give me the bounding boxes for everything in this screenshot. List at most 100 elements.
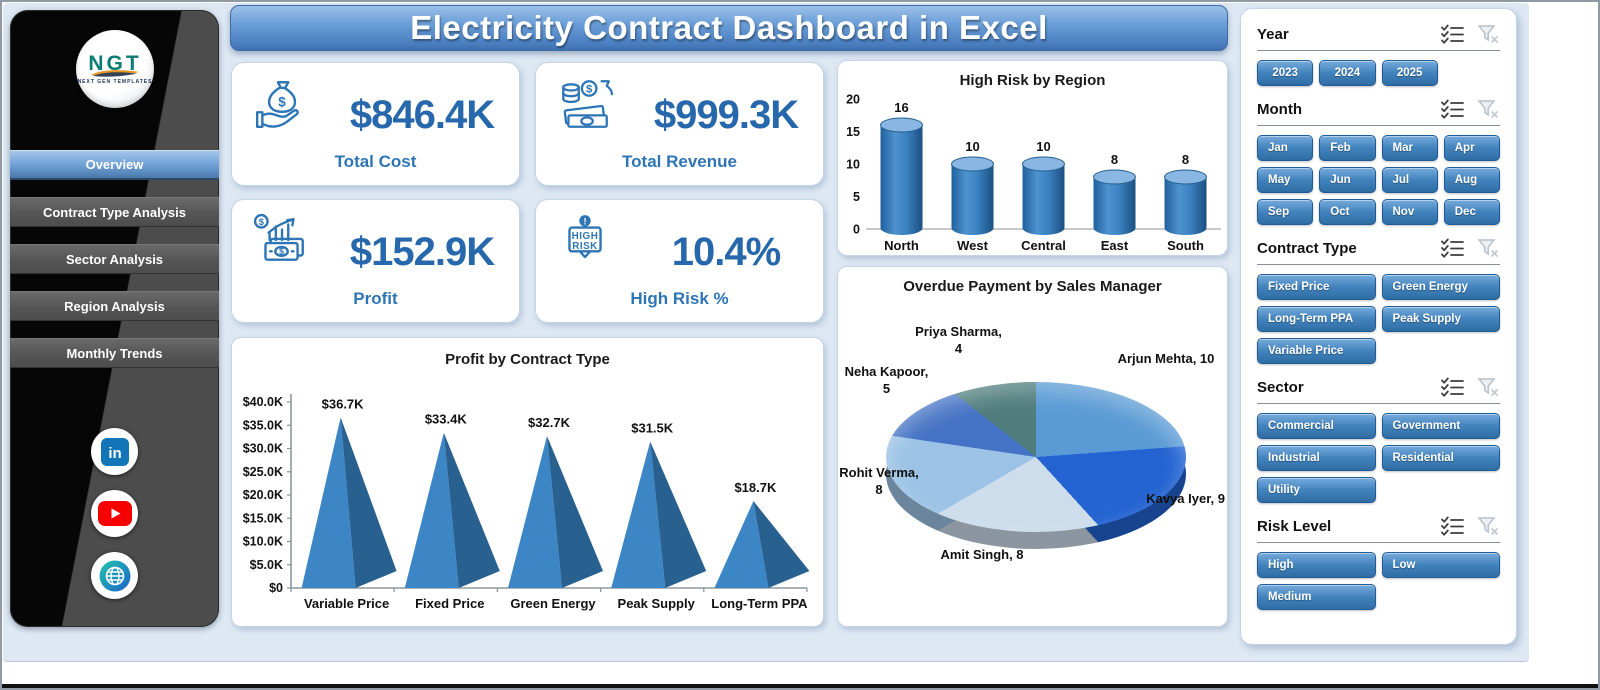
svg-text:$25.0K: $25.0K (243, 465, 283, 479)
multi-select-icon[interactable] (1441, 24, 1465, 44)
overdue-payment-pie-chart: Overdue Payment by Sales Manager Arjun M… (837, 266, 1228, 627)
multi-select-icon[interactable] (1441, 238, 1465, 258)
svg-text:$0: $0 (269, 581, 283, 595)
sidebar-menu-item-label: Monthly Trends (66, 345, 163, 361)
slicer-panel: Year 2023 2024 2025 Month Jan Feb Mar Apr May J… (1240, 8, 1517, 645)
multi-select-icon[interactable] (1441, 377, 1465, 397)
slicer-option-button[interactable]: Low (1381, 552, 1500, 578)
clear-filter-icon[interactable] (1476, 516, 1500, 536)
chart-title: Profit by Contract Type (445, 351, 610, 368)
high-risk-by-region-chart: High Risk by Region 0 5 10 15 20 16 North 10 Wes… (837, 60, 1228, 256)
slicer-option-button[interactable]: Sep (1257, 199, 1314, 225)
slicer-option-button[interactable]: Industrial (1257, 445, 1376, 471)
slicer-risk-level: Risk Level High Low Medium (1257, 516, 1500, 610)
clear-filter-icon[interactable] (1476, 377, 1500, 397)
slicer-option-button[interactable]: Feb (1319, 135, 1376, 161)
pie-disc (886, 382, 1186, 532)
svg-text:$20.0K: $20.0K (243, 488, 283, 502)
slicer-option-button[interactable]: High (1257, 552, 1376, 578)
svg-text:East: East (1101, 238, 1129, 253)
clear-filter-icon[interactable] (1476, 99, 1500, 119)
svg-text:North: North (884, 238, 919, 253)
pie-slice-label: Amit Singh, 8 (940, 547, 1024, 562)
slicer-option-button[interactable]: Residential (1381, 445, 1500, 471)
svg-text:0: 0 (853, 223, 860, 237)
pyramid-chart-plot: $0 $5.0K $10.0K $15.0K $20.0K $25.0K $30.0K $35… (243, 394, 810, 611)
slicer-option-button[interactable]: Utility (1257, 477, 1376, 503)
linkedin-icon[interactable]: in (91, 428, 138, 475)
logo-text: NGT (88, 52, 142, 75)
slicer-option-button[interactable]: Peak Supply (1381, 306, 1500, 332)
svg-text:$: $ (586, 84, 593, 96)
kpi-profit: $ $ $152.9K Profit (231, 199, 520, 323)
slicer-option-button[interactable]: Oct (1319, 199, 1376, 225)
multi-select-icon[interactable] (1441, 516, 1465, 536)
ngt-logo: NGT NEXT GEN TEMPLATES (76, 30, 154, 108)
logo-subtext: NEXT GEN TEMPLATES (77, 79, 153, 85)
svg-text:$: $ (279, 246, 284, 256)
slicer-option-button[interactable]: Mar (1381, 135, 1438, 161)
youtube-icon[interactable] (91, 490, 138, 537)
svg-text:5: 5 (853, 190, 860, 204)
svg-text:Variable Price: Variable Price (304, 596, 389, 611)
svg-text:Fixed Price: Fixed Price (415, 596, 484, 611)
multi-select-icon[interactable] (1441, 99, 1465, 119)
svg-text:RISK: RISK (572, 241, 598, 252)
sidebar-menu-item-label: Region Analysis (64, 298, 165, 314)
svg-text:$35.0K: $35.0K (243, 418, 283, 432)
svg-text:Peak Supply: Peak Supply (618, 596, 696, 611)
svg-text:Long-Term PPA: Long-Term PPA (711, 596, 808, 611)
slicer-title: Sector (1257, 378, 1304, 396)
sidebar-menu-item[interactable]: Overview (10, 150, 219, 180)
slicer-option-button[interactable]: Aug (1443, 167, 1500, 193)
slicer-option-button[interactable]: Green Energy (1381, 274, 1500, 300)
slicer-option-button[interactable]: Jun (1319, 167, 1376, 193)
title-banner: Electricity Contract Dashboard in Excel (230, 5, 1228, 51)
slicer-option-button[interactable]: Medium (1257, 584, 1376, 610)
svg-text:$15.0K: $15.0K (243, 511, 283, 525)
svg-text:Green Energy: Green Energy (510, 596, 596, 611)
kpi-value: $846.4K (349, 93, 495, 137)
slicer-option-button[interactable]: Apr (1443, 135, 1500, 161)
slicer-option-button[interactable]: Commercial (1257, 413, 1376, 439)
kpi-label: Total Cost (334, 152, 417, 171)
slicer-option-button[interactable]: Jan (1257, 135, 1314, 161)
svg-text:10: 10 (965, 139, 979, 154)
pie-slice-label: Arjun Mehta, 10 (1117, 351, 1215, 366)
slicer-option-button[interactable]: Government (1381, 413, 1500, 439)
slicer-option-button[interactable]: Long-Term PPA (1257, 306, 1376, 332)
slicer-option-button[interactable]: Dec (1443, 199, 1500, 225)
slicer-title: Contract Type (1257, 239, 1357, 257)
slicer-option-button[interactable]: Nov (1381, 199, 1438, 225)
slicer-option-button[interactable]: Jul (1381, 167, 1438, 193)
sidebar-menu: Overview Contract Type Analysis Sector A… (10, 150, 219, 385)
svg-text:Central: Central (1021, 238, 1066, 253)
sidebar-menu-item[interactable]: Contract Type Analysis (10, 197, 219, 227)
cylinder-chart-plot: 0 5 10 15 20 16 North 10 West 10 Central 8 East 8 Sout… (846, 93, 1221, 253)
pie-slice-label: Neha Kapoor, 5 (844, 364, 929, 396)
kpi-value: $999.3K (653, 93, 799, 137)
logo-swoosh-icon (91, 70, 139, 77)
slicer-option-button[interactable]: May (1257, 167, 1314, 193)
slicer-option-button[interactable]: 2025 (1381, 60, 1438, 86)
slicer-option-button[interactable]: 2024 (1319, 60, 1376, 86)
slicer-option-button[interactable]: Variable Price (1257, 338, 1376, 364)
chart-title: Overdue Payment by Sales Manager (903, 278, 1162, 295)
sidebar-menu-item[interactable]: Sector Analysis (10, 244, 219, 274)
money-bag-hand-icon: $ (255, 81, 299, 128)
social-links: in (10, 428, 219, 599)
clear-filter-icon[interactable] (1476, 238, 1500, 258)
svg-text:$33.4K: $33.4K (425, 412, 468, 427)
svg-text:10: 10 (846, 158, 860, 172)
slicer-option-button[interactable]: 2023 (1257, 60, 1314, 86)
clear-filter-icon[interactable] (1476, 24, 1500, 44)
svg-text:$5.0K: $5.0K (250, 558, 283, 572)
website-globe-icon[interactable] (91, 552, 138, 599)
sidebar-menu-item[interactable]: Region Analysis (10, 291, 219, 321)
svg-text:$32.7K: $32.7K (528, 415, 571, 430)
pie-plot-area: Arjun Mehta, 10 Kavya Iyer, 9 Amit Singh… (838, 267, 1229, 628)
kpi-total-cost: $ $846.4K Total Cost (231, 62, 520, 186)
window-bottom-edge (0, 684, 1600, 690)
sidebar-menu-item[interactable]: Monthly Trends (10, 338, 219, 368)
slicer-option-button[interactable]: Fixed Price (1257, 274, 1376, 300)
